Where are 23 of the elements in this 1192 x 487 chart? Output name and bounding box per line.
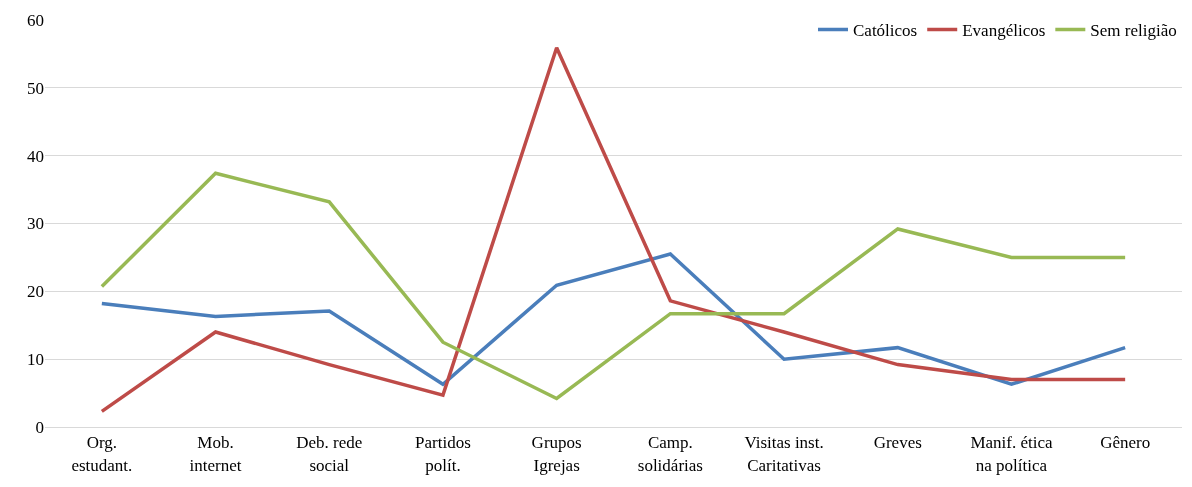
line-series (100, 46, 1127, 414)
line-series (100, 171, 1127, 401)
y-tick-label: 10 (27, 350, 44, 370)
x-tick-label: Mob. internet (189, 433, 242, 475)
y-tick-label: 40 (27, 146, 44, 166)
x-tick-label: Partidos polít. (415, 433, 471, 475)
y-tick-label: 60 (27, 10, 44, 30)
x-tick-label: Grupos Igrejas (531, 433, 582, 475)
x-tick-label: Gênero (1100, 433, 1151, 453)
y-tick-label: 50 (27, 78, 44, 98)
y-tick-label: 20 (27, 282, 44, 302)
x-tick-label: Visitas inst. Caritativas (744, 433, 824, 475)
x-tick-label: Deb. rede social (296, 433, 363, 475)
legend-label: Sem religião (1090, 21, 1177, 41)
legend-label: Evangélicos (962, 21, 1046, 41)
line-series (100, 252, 1127, 387)
x-tick-label: Org. estudant. (71, 433, 133, 475)
y-tick-label: 0 (35, 417, 44, 437)
y-tick-label: 30 (27, 214, 44, 234)
x-tick-label: Greves (873, 433, 922, 453)
x-tick-label: Manif. ética na política (970, 433, 1053, 475)
legend-label: Católicos (853, 21, 918, 41)
x-tick-label: Camp. solidárias (637, 433, 703, 475)
